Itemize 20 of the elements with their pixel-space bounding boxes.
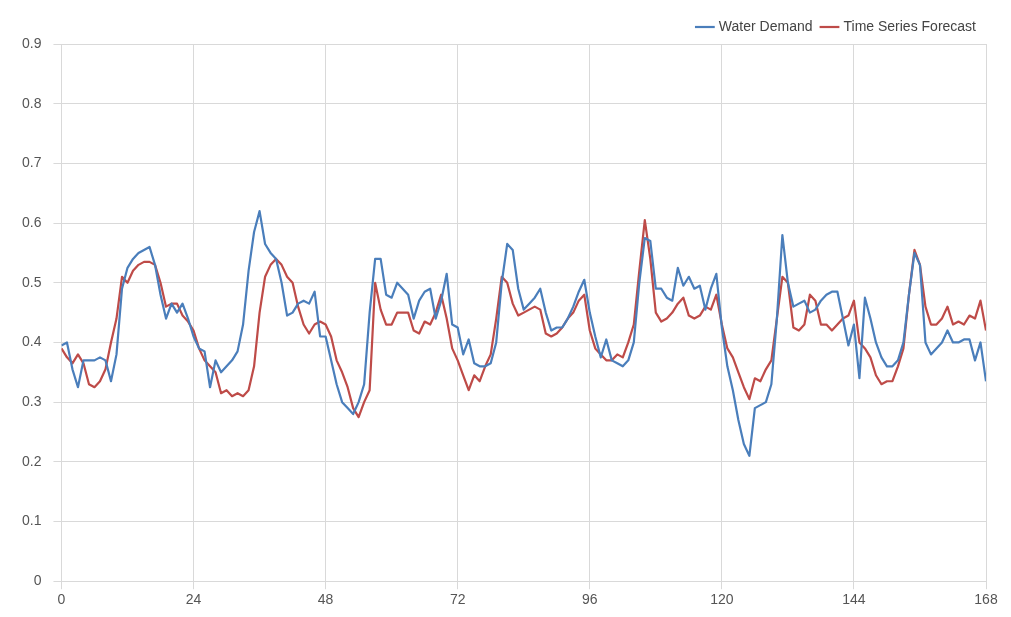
y-tick-label: 0.3: [21, 392, 42, 409]
x-tick-label: 144: [842, 591, 866, 608]
x-tick-label: 48: [317, 591, 334, 608]
x-tick-label: 24: [185, 591, 202, 608]
legend-label: Water Demand: [718, 17, 813, 34]
y-tick-label: 0.6: [21, 213, 42, 230]
y-tick-label: 0.9: [21, 34, 42, 51]
x-tick-label: 168: [974, 591, 998, 608]
y-tick-label: 0.5: [21, 273, 42, 290]
y-tick-label: 0.8: [21, 94, 42, 111]
legend-label: Time Series Forecast: [843, 17, 977, 34]
x-tick-label: 96: [581, 591, 598, 608]
y-tick-label: 0.1: [21, 512, 42, 529]
x-tick-label: 0: [57, 591, 66, 608]
y-tick-label: 0.7: [21, 154, 42, 171]
y-tick-label: 0.2: [21, 452, 42, 469]
y-tick-label: 0.4: [21, 333, 42, 350]
y-tick-label: 0: [33, 572, 42, 589]
x-tick-label: 120: [710, 591, 734, 608]
x-tick-label: 72: [449, 591, 466, 608]
